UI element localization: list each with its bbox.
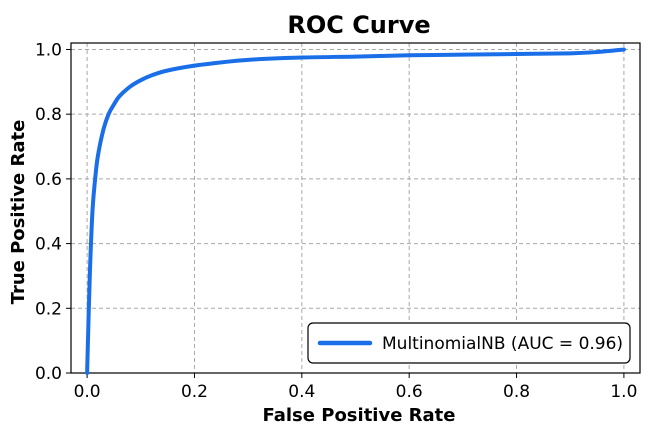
x-tick-label: 0.0 <box>74 382 101 402</box>
series-group <box>85 47 626 375</box>
y-tick-label: 0.2 <box>35 299 62 319</box>
y-tick-label: 0.0 <box>35 364 62 384</box>
x-tick-label: 0.2 <box>181 382 208 402</box>
plot-frame <box>70 42 641 374</box>
chart-title: ROC Curve <box>287 11 430 39</box>
y-tick-label: 0.8 <box>35 105 62 125</box>
legend-label: MultinomialNB (AUC = 0.96) <box>382 334 623 354</box>
legend: MultinomialNB (AUC = 0.96) <box>307 322 631 364</box>
y-tick-label: 0.4 <box>35 235 62 255</box>
x-tick-label: 0.8 <box>503 382 530 402</box>
x-axis-label: False Positive Rate <box>263 405 456 426</box>
x-tick-label: 0.6 <box>396 382 423 402</box>
x-tick-label: 1.0 <box>610 382 637 402</box>
y-axis-label: True Positive Rate <box>8 120 29 305</box>
y-tick-label: 0.6 <box>35 170 62 190</box>
axis-ticks: 0.0 0.2 0.4 0.6 0.8 1.0 0.0 0.2 0.4 0.6 0.8 1.0 <box>35 40 637 402</box>
y-tick-label: 1.0 <box>35 40 62 60</box>
legend-box <box>307 322 631 364</box>
x-tick-label: 0.4 <box>288 382 315 402</box>
roc-curve-line <box>85 47 626 375</box>
